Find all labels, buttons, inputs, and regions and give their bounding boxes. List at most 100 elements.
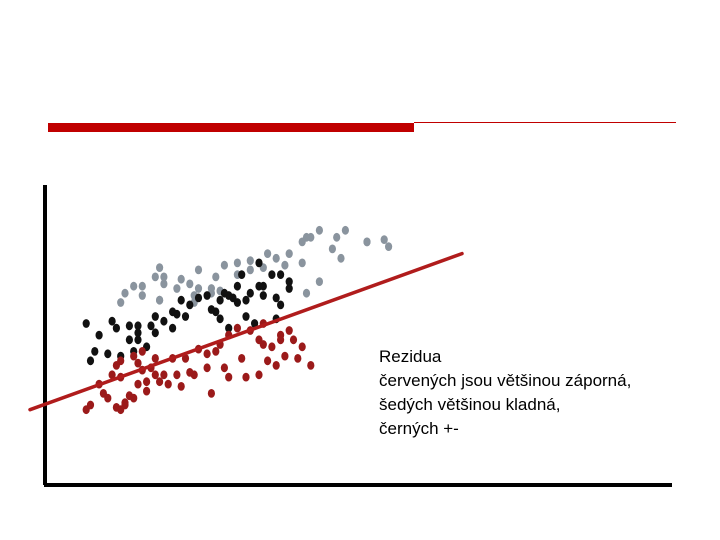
scatter-point <box>203 363 211 373</box>
scatter-point <box>307 232 315 242</box>
scatter-point <box>315 225 323 235</box>
title-underline-thin <box>414 122 676 123</box>
scatter-point <box>173 284 181 293</box>
scatter-point <box>233 281 241 291</box>
scatter-point <box>242 372 250 382</box>
regression-line <box>28 251 464 412</box>
scatter-point <box>212 347 220 356</box>
scatter-point <box>143 386 151 396</box>
scatter-point <box>151 354 159 363</box>
scatter-point <box>91 347 99 356</box>
scatter-point <box>272 253 280 263</box>
scatter-point <box>151 272 159 282</box>
scatter-point <box>259 291 267 300</box>
scatter-point <box>264 356 272 366</box>
scatter-point <box>134 379 142 389</box>
scatter-point <box>341 225 349 235</box>
scatter-point <box>169 307 177 317</box>
scatter-point <box>363 237 371 247</box>
scatter-point <box>255 370 263 380</box>
scatter-point <box>268 342 276 352</box>
scatter-point <box>294 354 302 363</box>
scatter-point <box>203 349 211 359</box>
scatter-point <box>173 370 181 380</box>
scatter-point <box>160 370 168 380</box>
scatter-point <box>138 347 146 356</box>
scatter-point <box>138 281 146 291</box>
scatter-point <box>212 272 220 282</box>
residuals-caption: Rezidua červených jsou většinou záporná,… <box>379 345 631 441</box>
scatter-point <box>181 354 190 363</box>
scatter-point <box>160 272 168 282</box>
scatter-point <box>255 258 263 268</box>
scatter-point <box>104 393 112 403</box>
scatter-point <box>281 351 289 361</box>
scatter-point <box>125 335 133 345</box>
scatter-point <box>307 361 315 370</box>
scatter-point <box>160 279 168 289</box>
scatter-point <box>151 370 159 380</box>
scatter-point <box>233 323 241 333</box>
scatter-point <box>156 263 164 272</box>
scatter-point <box>156 295 164 305</box>
scatter-point <box>298 342 306 352</box>
scatter-point <box>302 288 311 298</box>
scatter-point <box>277 300 285 310</box>
scatter-point <box>220 363 228 373</box>
scatter-point <box>298 258 306 268</box>
scatter-point <box>259 281 267 291</box>
scatter-point <box>207 389 215 398</box>
scatter-point <box>82 319 90 328</box>
scatter-point <box>337 253 345 263</box>
scatter-point <box>238 354 246 363</box>
scatter-point <box>289 335 298 345</box>
scatter-point <box>242 295 250 305</box>
scatter-point <box>207 284 215 293</box>
scatter-point <box>251 319 259 328</box>
scatter-point <box>194 293 203 303</box>
caption-line-1: Rezidua <box>379 347 442 366</box>
scatter-point <box>207 305 215 314</box>
scatter-point <box>281 260 289 270</box>
scatter-point <box>233 258 241 268</box>
scatter-point <box>315 277 323 286</box>
scatter-point <box>177 274 185 284</box>
scatter-point <box>216 295 224 305</box>
scatter-point <box>194 284 203 293</box>
scatter-point <box>246 256 254 265</box>
scatter-point <box>169 323 177 333</box>
scatter-point <box>186 279 194 289</box>
scatter-point <box>143 377 151 387</box>
scatter-point <box>138 291 146 300</box>
scatter-point <box>186 300 194 310</box>
scatter-point <box>385 242 393 252</box>
scatter-point <box>268 270 276 279</box>
scatter-point <box>238 270 246 279</box>
scatter-point <box>160 316 168 326</box>
scatter-point <box>134 335 142 345</box>
scatter-point <box>117 298 125 307</box>
scatter-point <box>130 351 138 361</box>
scatter-point <box>112 361 120 370</box>
scatter-point <box>151 328 159 338</box>
scatter-point <box>130 393 138 403</box>
scatter-point <box>242 312 250 321</box>
scatter-point <box>121 288 129 298</box>
scatter-point <box>121 398 129 408</box>
scatter-point <box>246 265 254 275</box>
scatter-point <box>112 323 120 333</box>
scatter-point <box>380 235 388 245</box>
caption-line-2: červených jsou většinou záporná, <box>379 371 632 390</box>
scatter-point <box>298 237 306 247</box>
scatter-point <box>156 377 164 387</box>
scatter-point <box>246 288 254 298</box>
scatter-point <box>285 284 293 293</box>
scatter-point <box>225 372 233 382</box>
scatter-point <box>108 316 116 326</box>
scatter-point <box>125 321 133 331</box>
caption-line-4: černých +- <box>379 419 459 438</box>
scatter-point <box>134 358 142 368</box>
scatter-point <box>220 288 228 298</box>
scatter-point <box>181 312 190 321</box>
